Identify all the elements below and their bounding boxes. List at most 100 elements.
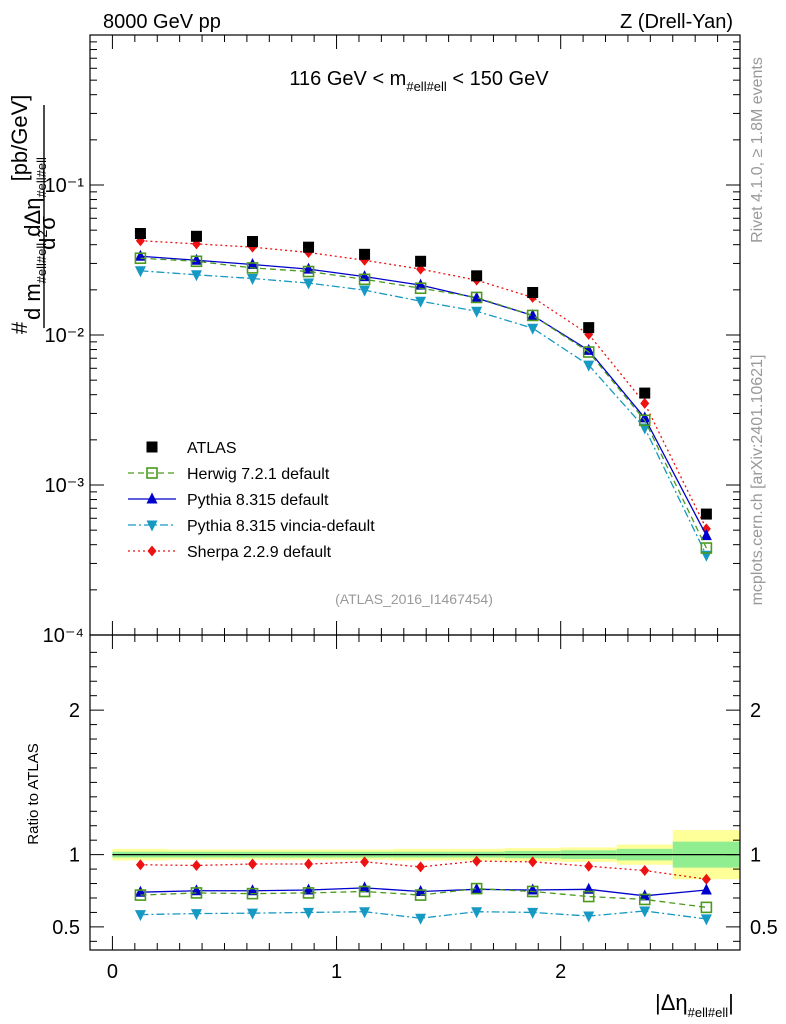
x-tick-label: 0: [107, 961, 118, 983]
ratio-marker-sherpa-2-2-9-default: [191, 859, 201, 871]
ratio-marker-herwig-7-2-1-default: [526, 885, 539, 898]
marker-atlas: [359, 248, 371, 260]
ratio-marker-herwig-7-2-1-default: [470, 882, 483, 895]
marker-pythia-8-315-vincia-default: [247, 274, 258, 286]
marker-atlas: [247, 236, 258, 248]
marker-pythia-8-315-default: [134, 249, 146, 261]
ratio-marker-pythia-8-315-vincia-default: [700, 914, 712, 926]
marker-pythia-8-315-default: [639, 411, 651, 423]
marker-pythia-8-315-vincia-default: [639, 423, 651, 435]
ratio-marker-pythia-8-315-vincia-default: [527, 907, 539, 919]
ratio-marker-pythia-8-315-vincia-default: [190, 909, 202, 921]
marker-sherpa-2-2-9-default: [640, 397, 650, 409]
legend-label: Herwig 7.2.1 default: [187, 466, 330, 483]
ratio-marker-pythia-8-315-default: [247, 884, 258, 896]
marker-herwig-7-2-1-default: [414, 282, 427, 295]
ratio-marker-sherpa-2-2-9-default: [640, 865, 650, 877]
marker-herwig-7-2-1-default: [582, 346, 595, 358]
ratio-marker-pythia-8-315-default: [527, 883, 539, 895]
svg-text:#: #: [7, 321, 32, 334]
ratio-marker-pythia-8-315-vincia-default: [639, 906, 651, 918]
marker-atlas: [471, 270, 483, 282]
marker-herwig-7-2-1-default: [246, 262, 259, 274]
marker-pythia-8-315-vincia-default: [527, 323, 539, 335]
marker-pythia-8-315-default: [415, 278, 427, 290]
marker-herwig-7-2-1-default: [526, 309, 539, 322]
header-left: 8000 GeV pp: [103, 11, 221, 33]
x-tick-label: 1: [331, 961, 342, 983]
marker-herwig-7-2-1-default: [134, 252, 147, 265]
ratio-marker-herwig-7-2-1-default: [302, 887, 315, 899]
y-tick-label-ratio: 2: [69, 700, 80, 722]
y-tick-label-main: 10⁻³: [45, 475, 85, 497]
marker-herwig-7-2-1-default: [638, 414, 651, 427]
marker-atlas: [415, 255, 427, 267]
legend-label: ATLAS: [187, 440, 237, 457]
y-tick-label-main: 10⁻¹: [45, 175, 85, 197]
ratio-marker-pythia-8-315-vincia-default: [471, 907, 483, 919]
ratio-marker-sherpa-2-2-9-default: [135, 859, 145, 871]
marker-pythia-8-315-default: [471, 291, 483, 303]
y-tick-label-ratio: 1: [69, 845, 80, 867]
marker-atlas: [700, 508, 712, 520]
marker-atlas: [303, 241, 315, 253]
ratio-marker-pythia-8-315-vincia-default: [359, 907, 371, 919]
x-axis-title: |Δη#ell#ell|: [655, 990, 734, 1020]
ratio-marker-pythia-8-315-vincia-default: [134, 910, 146, 922]
plot-title: 116 GeV < m#ell#ell < 150 GeV: [289, 68, 549, 94]
y-tick-label-ratio: 0.5: [52, 917, 80, 939]
marker-pythia-8-315-default: [190, 253, 202, 265]
main-panel: 10⁻¹ 10⁻² 10⁻³ 10⁻⁴: [43, 34, 741, 647]
side-label-top: Rivet 4.1.0, ≥ 1.8M events: [749, 57, 766, 243]
x-tick-label: 2: [555, 961, 566, 983]
legend-marker: [146, 441, 158, 453]
marker-atlas: [190, 230, 202, 242]
svg-text:d m#ell#ell dΔη#ell#ell: d m#ell#ell dΔη#ell#ell: [20, 157, 49, 320]
watermark: (ATLAS_2016_I1467454): [335, 591, 493, 607]
side-label-bottom: mcplots.cern.ch [arXiv:2401.10621]: [749, 355, 766, 606]
svg-text:[pb/GeV]: [pb/GeV]: [7, 95, 32, 182]
ratio-marker-herwig-7-2-1-default: [700, 901, 713, 914]
marker-atlas: [527, 287, 539, 299]
ratio-marker-sherpa-2-2-9-default: [701, 873, 711, 885]
marker-pythia-8-315-vincia-default: [471, 306, 483, 318]
marker-herwig-7-2-1-default: [700, 542, 713, 554]
marker-pythia-8-315-vincia-default: [303, 278, 315, 290]
ratio-marker-sherpa-2-2-9-default: [360, 856, 370, 868]
legend-entry-sherpa-2-2-9-default: Sherpa 2.2.9 default: [128, 544, 332, 561]
marker-herwig-7-2-1-default: [302, 265, 315, 278]
marker-herwig-7-2-1-default: [470, 291, 483, 304]
marker-pythia-8-315-vincia-default: [583, 360, 595, 372]
legend-entry-pythia-8-315-default: Pythia 8.315 default: [128, 492, 329, 509]
legend-label: Pythia 8.315 vincia-default: [187, 518, 375, 535]
marker-herwig-7-2-1-default: [358, 273, 371, 286]
legend-marker: [146, 492, 158, 504]
ratio-marker-sherpa-2-2-9-default: [584, 860, 594, 872]
ratio-line-pythia-8-315-vincia-default: [140, 910, 707, 920]
marker-pythia-8-315-vincia-default: [415, 296, 427, 308]
ratio-marker-sherpa-2-2-9-default: [416, 861, 426, 873]
ratio-marker-herwig-7-2-1-default: [358, 885, 371, 898]
marker-atlas: [639, 387, 651, 399]
ratio-marker-pythia-8-315-vincia-default: [583, 911, 595, 923]
legend: ATLAS Herwig 7.2.1 default Pythia 8.315 de…: [128, 440, 375, 561]
ratio-ylabel: Ratio to ATLAS: [25, 743, 42, 844]
ratio-panel: 0.5 0.5 1 1 2 2 0 1 2: [52, 634, 778, 983]
marker-herwig-7-2-1-default: [190, 255, 203, 268]
ratio-marker-pythia-8-315-vincia-default: [247, 908, 258, 920]
marker-pythia-8-315-default: [583, 343, 595, 355]
ratio-frame: [89, 634, 741, 951]
legend-label: Pythia 8.315 default: [187, 492, 329, 509]
legend-entry-atlas: ATLAS: [146, 440, 237, 457]
header-right: Z (Drell-Yan): [620, 11, 733, 33]
ratio-marker-sherpa-2-2-9-default: [528, 856, 538, 868]
marker-pythia-8-315-default: [700, 529, 712, 541]
marker-atlas: [134, 227, 146, 239]
ratio-marker-herwig-7-2-1-default: [190, 887, 203, 899]
ratio-marker-pythia-8-315-default: [471, 882, 483, 894]
marker-pythia-8-315-vincia-default: [190, 270, 202, 282]
marker-pythia-8-315-vincia-default: [359, 285, 371, 297]
marker-atlas: [583, 322, 595, 334]
ratio-marker-pythia-8-315-vincia-default: [303, 907, 315, 919]
